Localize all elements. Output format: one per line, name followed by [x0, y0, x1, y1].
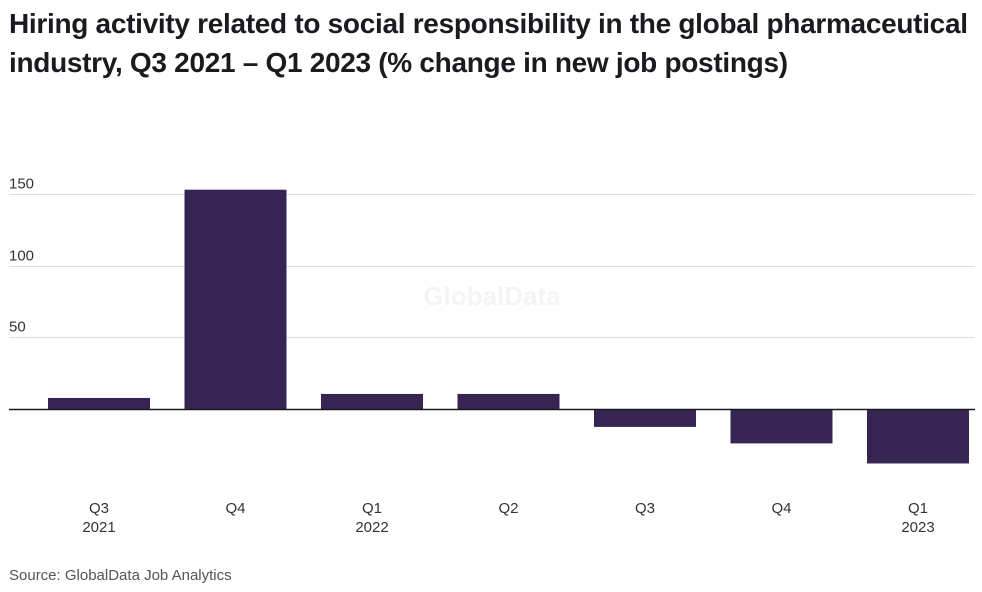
x-tick-label-quarter: Q1 [908, 500, 928, 517]
x-tick-label-quarter: Q2 [498, 500, 518, 517]
bar-q2-2022 [457, 393, 560, 409]
x-tick-label-year: 2021 [82, 519, 115, 536]
chart-title: Hiring activity related to social respon… [9, 8, 968, 78]
x-tick-label-quarter: Q4 [771, 500, 791, 517]
bar-q4-2021 [184, 189, 287, 409]
bar-q1-2023 [867, 409, 969, 464]
gridlines: 50 100 150 [9, 176, 975, 338]
y-tick-label: 50 [9, 319, 26, 336]
x-tick-label-quarter: Q3 [89, 500, 109, 517]
y-tick-label: 150 [9, 176, 34, 193]
bar-q1-2022 [321, 393, 423, 409]
x-tick-label-year: 2022 [355, 519, 388, 536]
x-tick-label-quarter: Q1 [362, 500, 382, 517]
source-note: Source: GlobalData Job Analytics [9, 567, 232, 584]
watermark: GlobalData [423, 281, 561, 311]
bars [48, 189, 969, 464]
bar-q3-2021 [48, 397, 150, 409]
x-tick-label-year: 2023 [901, 519, 934, 536]
y-tick-label: 100 [9, 248, 34, 265]
bar-q3-2022 [594, 409, 696, 427]
bar-chart: GlobalData 50 100 150 Q3 2021 Q4 Q1 2022 Q2 Q3 Q4… [9, 176, 975, 536]
x-axis-labels: Q3 2021 Q4 Q1 2022 Q2 Q3 Q4 Q1 2023 [82, 500, 934, 536]
bar-q4-2022 [730, 409, 833, 444]
x-tick-label-quarter: Q4 [225, 500, 245, 517]
x-tick-label-quarter: Q3 [635, 500, 655, 517]
